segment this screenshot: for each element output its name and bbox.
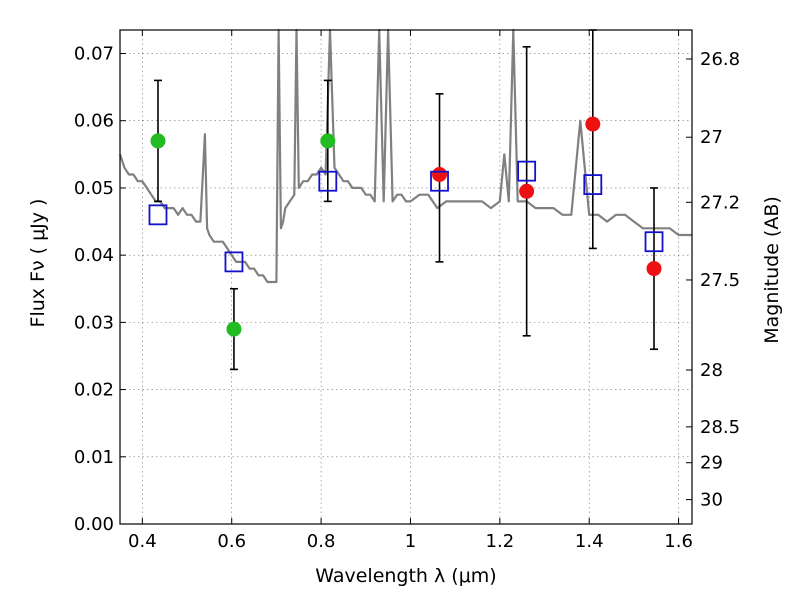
model-spectrum-line (118, 28, 692, 284)
model-flux-square (148, 204, 168, 226)
y2-tick-label: 27.5 (700, 270, 740, 291)
detected-point (226, 321, 242, 337)
y2-tick-label: 30 (700, 490, 723, 511)
y2-tick-label: 28 (700, 360, 723, 381)
y-tick-label: 0.05 (74, 178, 114, 199)
x-tick-label: 0.6 (217, 531, 246, 552)
x-tick-label: 1.2 (486, 531, 515, 552)
y-tick-label: 0.02 (74, 380, 114, 401)
x-tick-label: 1.6 (664, 531, 693, 552)
x-tick-label: 1.4 (575, 531, 604, 552)
plot-frame (119, 29, 693, 525)
y-tick-label: 0.07 (74, 44, 114, 65)
grid-layer (120, 30, 692, 525)
model-flux-square (644, 231, 664, 253)
upper_limit-point (585, 116, 601, 132)
upper_limit-point (432, 167, 448, 183)
tick-layer: 0.4 0.6 0.8 1 1.2 1.4 1.6 0.00 0.01 0.02 0.03 0.04 0… (74, 30, 740, 552)
spectrum-layer (118, 28, 692, 284)
y2-tick-label: 28.5 (700, 417, 740, 438)
y2-tick-label: 27 (700, 127, 723, 148)
x-tick-label: 0.4 (128, 531, 157, 552)
y-tick-label: 0.01 (74, 447, 114, 468)
y-tick-label: 0.06 (74, 111, 114, 132)
y2-tick-label: 29 (700, 453, 723, 474)
model-flux-square (430, 170, 449, 192)
y-tick-label: 0.03 (74, 312, 114, 333)
x-tick-label: 0.8 (307, 531, 336, 552)
detected-point (150, 133, 166, 149)
y2-tick-label: 27.2 (700, 192, 740, 213)
y-axis-label: Flux Fν ( μJy ) (27, 199, 49, 328)
y2-axis-label: Magnitude (AB) (761, 196, 783, 344)
upper_limit-point (519, 183, 535, 199)
upper_limit-point (646, 261, 662, 277)
x-axis-label: Wavelength λ (μm) (315, 565, 496, 587)
x-tick-label: 1 (405, 531, 416, 552)
detected-point (320, 133, 336, 149)
y2-tick-label: 26.8 (700, 49, 740, 70)
model-flux-square (224, 251, 244, 273)
model-flux-square (583, 174, 603, 195)
model-flux-square (517, 160, 537, 182)
y-tick-label: 0.04 (74, 245, 114, 266)
marker-layer (148, 116, 664, 337)
model-flux-square (318, 170, 338, 192)
y-tick-label: 0.00 (74, 514, 114, 535)
